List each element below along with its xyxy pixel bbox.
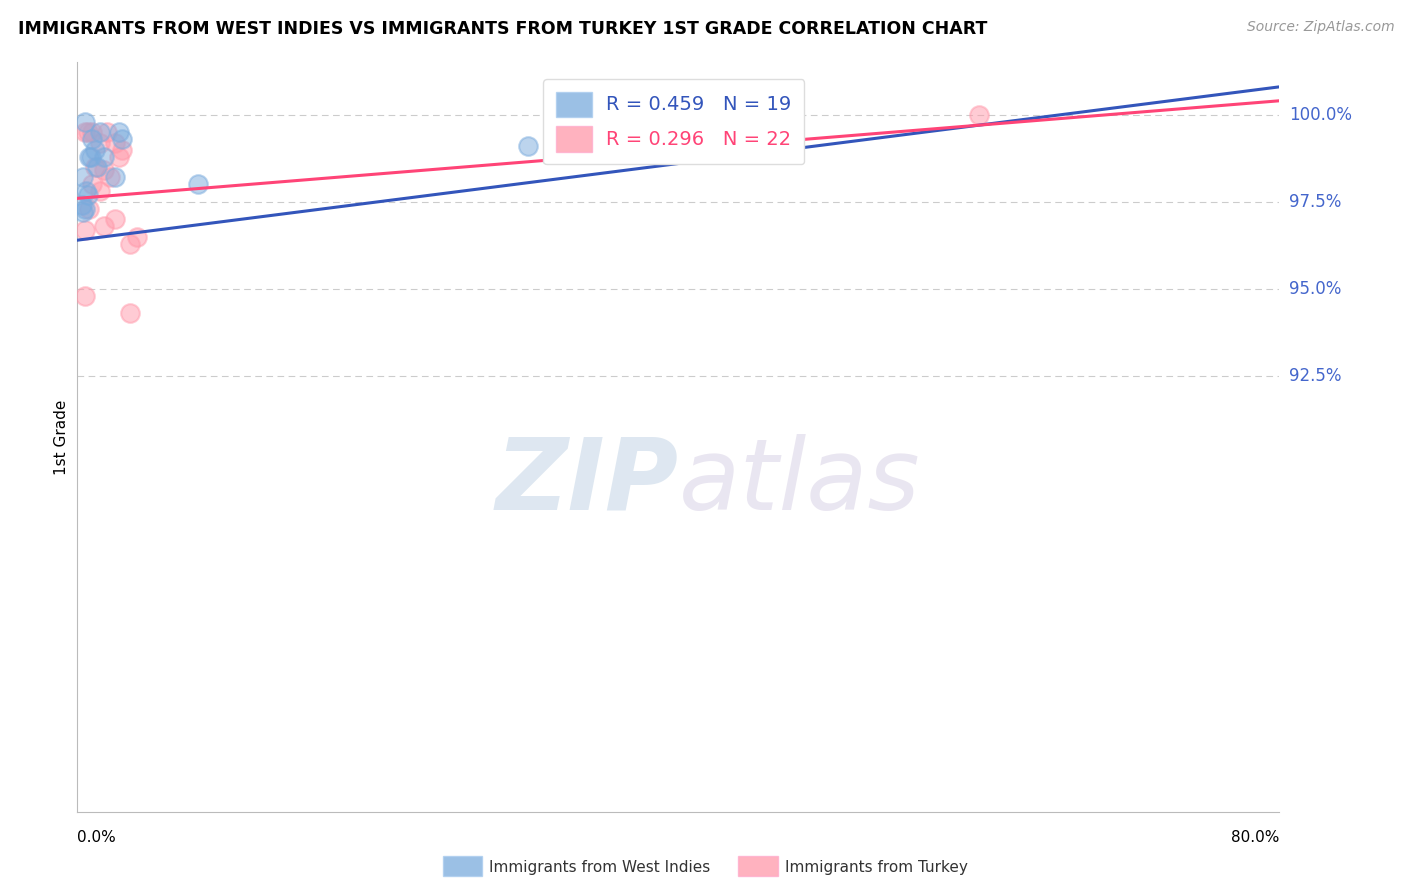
Point — [79, 202, 101, 216]
Point — [96, 125, 118, 139]
Point — [73, 125, 96, 139]
Point — [86, 160, 108, 174]
Point — [84, 143, 107, 157]
Point — [73, 202, 96, 216]
Legend: R = 0.459   N = 19, R = 0.296   N = 22: R = 0.459 N = 19, R = 0.296 N = 22 — [543, 79, 804, 164]
Point — [93, 149, 115, 163]
Text: ZIP: ZIP — [495, 434, 679, 531]
Point — [73, 223, 96, 237]
Point — [967, 108, 990, 122]
Text: 95.0%: 95.0% — [1289, 280, 1341, 298]
Point — [82, 125, 104, 139]
Text: atlas: atlas — [679, 434, 920, 531]
Point — [127, 229, 149, 244]
Text: Source: ZipAtlas.com: Source: ZipAtlas.com — [1247, 20, 1395, 34]
Point — [82, 132, 104, 146]
Y-axis label: 1st Grade: 1st Grade — [53, 400, 69, 475]
Point — [76, 125, 98, 139]
Text: Immigrants from Turkey: Immigrants from Turkey — [785, 860, 967, 874]
Point — [76, 187, 98, 202]
Point — [104, 170, 127, 185]
Point — [93, 219, 115, 234]
Text: IMMIGRANTS FROM WEST INDIES VS IMMIGRANTS FROM TURKEY 1ST GRADE CORRELATION CHAR: IMMIGRANTS FROM WEST INDIES VS IMMIGRANT… — [18, 20, 987, 37]
Text: Immigrants from West Indies: Immigrants from West Indies — [489, 860, 710, 874]
Point — [72, 170, 94, 185]
Point — [70, 198, 93, 212]
Point — [108, 149, 131, 163]
Text: 97.5%: 97.5% — [1289, 193, 1341, 211]
Point — [80, 149, 103, 163]
Text: 92.5%: 92.5% — [1289, 368, 1341, 385]
Point — [517, 139, 540, 153]
Point — [82, 178, 104, 192]
Point — [111, 132, 134, 146]
Point — [75, 185, 97, 199]
Point — [118, 236, 141, 251]
Text: 0.0%: 0.0% — [77, 830, 117, 846]
Point — [79, 149, 101, 163]
Point — [73, 114, 96, 128]
Point — [100, 170, 122, 185]
Point — [84, 160, 107, 174]
Point — [108, 125, 131, 139]
Point — [89, 136, 111, 150]
Point — [72, 205, 94, 219]
Point — [186, 178, 209, 192]
Text: 80.0%: 80.0% — [1232, 830, 1279, 846]
Point — [89, 185, 111, 199]
Point — [89, 125, 111, 139]
Point — [73, 289, 96, 303]
Point — [118, 306, 141, 320]
Point — [104, 212, 127, 227]
Point — [104, 136, 127, 150]
Point — [93, 163, 115, 178]
Point — [111, 143, 134, 157]
Text: 100.0%: 100.0% — [1289, 106, 1353, 124]
